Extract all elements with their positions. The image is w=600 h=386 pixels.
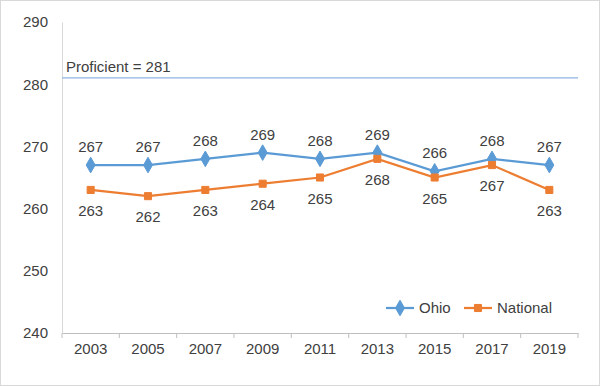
x-tick-label: 2017 [475,340,508,357]
series-marker [144,193,151,200]
data-label: 265 [422,190,447,207]
data-label: 267 [479,177,504,194]
category-separator [578,333,579,338]
y-tick: 290 [23,13,62,30]
category-separator [234,333,235,338]
y-tick-label: 290 [23,13,48,30]
chart-border [1,1,600,386]
data-label: 269 [365,126,390,143]
series-marker [488,162,495,169]
x-tick-label: 2003 [74,340,107,357]
category-separator [176,333,177,338]
category-separator [406,333,407,338]
x-tick-label: 2015 [418,340,451,357]
data-label: 268 [365,171,390,188]
category-separator [291,333,292,338]
legend: Ohio National [386,299,552,316]
series-marker [316,174,323,181]
category-separator [463,333,464,338]
data-label: 268 [307,132,332,149]
series-marker [86,157,95,173]
legend-entry: Ohio [386,299,451,316]
series-marker [202,186,209,193]
category-separator [520,333,521,338]
x-tick: 2013 [361,333,394,357]
x-tick-label: 2009 [246,340,279,357]
x-axis-line [63,333,579,334]
y-tick: 250 [23,262,62,279]
x-tick: 2003 [74,333,107,357]
series-marker [201,151,210,167]
y-tick-label: 250 [23,262,48,279]
chart: 2402502602702802902003200520072009201120… [0,0,600,386]
data-label: 266 [422,144,447,161]
data-label: 269 [250,126,275,143]
category-separator [348,333,349,338]
y-tick: 260 [23,200,62,217]
y-tick: 270 [23,138,62,155]
y-axis: 240 250 260 270 280 290 [23,13,63,341]
data-label: 263 [78,202,103,219]
plot: 2402502602702802902003200520072009201120… [23,13,579,356]
data-label: 267 [135,138,160,155]
series-marker [374,155,381,162]
texts: Proficient = 281 267 267 268 269 268 269 266 268… [66,58,562,225]
y-tick-label: 270 [23,138,48,155]
data-label: 267 [537,138,562,155]
x-tick: 2019 [533,333,566,357]
y-tick: 240 [23,324,62,341]
y-tick: 280 [23,76,62,93]
series-marker [144,157,153,173]
y-axis-line [62,23,63,334]
legend-marker [474,304,481,311]
series-marker [546,186,553,193]
marks [62,78,578,200]
x-tick: 2005 [131,333,164,357]
data-label: 263 [193,202,218,219]
data-label: 263 [537,202,562,219]
x-tick-label: 2013 [361,340,394,357]
x-tick: 2017 [475,333,508,357]
reference-label: Proficient = 281 [66,58,171,75]
y-tick-label: 240 [23,324,48,341]
x-tick: 2009 [246,333,279,357]
data-label: 265 [307,190,332,207]
x-axis: 2003 2005 2007 2009 2011 2013 2015 2017 2019 [63,333,579,357]
x-tick: 2015 [418,333,451,357]
legend-marker [396,300,405,316]
x-tick-label: 2007 [189,340,222,357]
y-tick-label: 280 [23,76,48,93]
reference-line [62,77,578,78]
legend-label: Ohio [419,299,451,316]
series-marker [431,174,438,181]
x-tick-label: 2019 [533,340,566,357]
x-tick-label: 2005 [131,340,164,357]
data-label: 268 [479,132,504,149]
series-marker [316,151,325,167]
x-tick: 2007 [189,333,222,357]
series-marker [258,145,267,161]
category-separator [119,333,120,338]
data-label: 264 [250,196,275,213]
series-marker [259,180,266,187]
legend-label: National [497,299,552,316]
series-marker [87,186,94,193]
data-label: 267 [78,138,103,155]
series-marker [545,157,554,173]
y-tick-label: 260 [23,200,48,217]
category-separators [62,333,578,338]
category-separator [62,333,63,338]
data-label: 262 [135,208,160,225]
x-tick: 2011 [304,333,336,357]
legend-entry: National [464,299,552,316]
x-tick-label: 2011 [304,340,336,357]
data-label: 268 [193,132,218,149]
